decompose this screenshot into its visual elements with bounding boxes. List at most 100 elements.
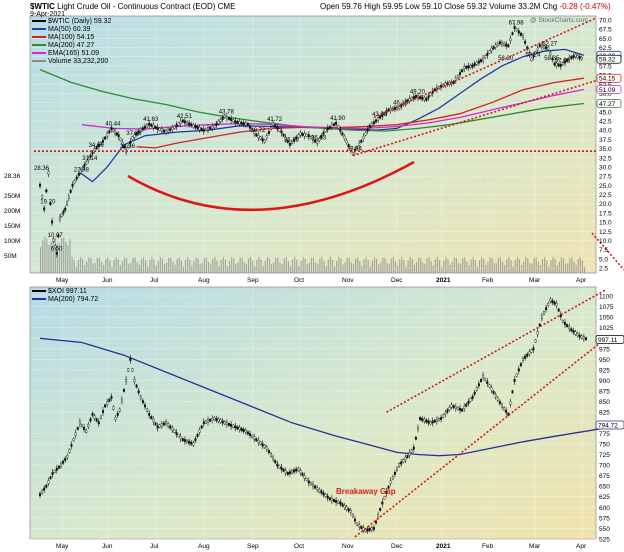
volume-bar [397,265,399,273]
xoi-candle [173,429,176,433]
top-legend: $WTIC (Daily) 59.32 MA(50) 60.39 MA(100)… [32,18,111,66]
bottom-x-tick: Sep [247,543,259,550]
volume-bar [105,258,107,273]
legend-label: MA(200) 47.27 [48,42,95,49]
wtic-candle [322,131,325,135]
volume-bar [298,266,300,273]
xoi-candle [330,498,333,502]
volume-bar [111,266,113,273]
volume-bar [577,258,579,273]
xoi-candle [70,443,73,447]
legend-swatch-ma200 [32,44,46,47]
wtic-candle [383,112,386,116]
wtic-candle [39,183,42,187]
volume-bar [535,257,537,273]
wtic-candle [167,129,170,133]
volume-bar [583,266,586,273]
xoi-candle [307,480,310,484]
price-label: 41.63 [143,117,159,123]
xoi-candle [475,387,478,391]
legend-swatch-candle [32,20,46,23]
wtic-candle [570,56,573,59]
top-y-tick: 32.5 [599,155,612,162]
xoi-candle [196,434,199,437]
wtic-candle [360,139,363,143]
volume-bar [71,257,73,273]
volume-bar [405,266,407,273]
volume-bar [365,257,367,273]
volume-bar [193,261,195,273]
xoi-candle [503,407,506,411]
wtic-candle [83,164,86,168]
volume-bar [281,264,283,273]
top-value-pill [596,54,622,64]
volume-bar [46,239,48,273]
xoi-candle [488,384,491,388]
volume-bar [220,259,222,273]
xoi-candle [39,493,42,497]
wtic-candle [175,124,178,128]
xoi-candle [53,469,56,473]
xoi-candle [484,378,487,381]
xoi-candle [167,423,170,427]
volume-bar [464,257,466,273]
volume-bar [287,260,289,273]
volume-bar [544,257,546,273]
bottom-value-pill-text: 997.11 [598,337,618,344]
legend-item-ma50: MA(50) 60.39 [32,26,111,34]
xoi-candle [444,412,447,415]
volume-bar [67,245,69,273]
open-value: 59.76 [341,2,362,11]
top-y-axis: 2.5 5.0 7.5 10.0 12.5 15.0 17.5 20.0 22.5 25.0 27.… [596,18,622,273]
price-label: 31.14 [82,156,98,162]
legend-item-ma200: MA(200) 47.27 [32,42,111,50]
wtic-candle [257,135,260,138]
wtic-candle [67,195,70,199]
wtic-candle [444,82,447,86]
volume-bar [420,257,422,273]
xoi-candle [108,398,111,402]
price-label: 27.98 [74,167,90,173]
volume-bar [149,259,151,273]
price-label: 28.36 [34,166,50,172]
wtic-candle [427,95,430,99]
xoi-candle [116,412,119,416]
volume-bar [554,259,556,273]
bottom-x-tick: Jun [102,543,113,550]
chart-date: 9-Apr-2021 [30,11,66,18]
wtic-candle [154,125,157,129]
top-y-tick: 2.5 [599,266,608,273]
xoi-candle [190,441,193,445]
xoi-candle [137,390,140,394]
volume-bar [121,261,124,273]
xoi-candle [522,357,525,361]
volume-bar [142,257,145,273]
legend-label: $XOI 997.11 [48,288,87,295]
legend-item-ema165: EMA(165) 51.09 [32,50,111,58]
xoi-candle [572,329,575,333]
wtic-candle [482,57,485,61]
bottom-indicator-lines [39,337,623,457]
xoi-candle [101,410,104,413]
volume-bar [310,257,313,273]
xoi-candle [66,455,69,458]
xoi-candle [402,459,405,463]
wtic-candle [57,234,60,238]
xoi-candle [152,419,155,423]
wtic-candle [278,128,281,132]
bottom-y-tick: 675 [599,473,610,480]
wtic-candle [330,124,333,128]
bottom-series-ma200 [39,337,623,457]
top-y-tick: 57.5 [599,63,612,70]
wtic-candle [347,144,350,147]
volume-bar [96,257,98,273]
xoi-candle [47,480,50,484]
volume-bar [187,257,189,273]
price-label: 36.13 [284,137,300,143]
wtic-candle [566,58,569,62]
volume-bar [250,257,252,273]
xoi-candle [459,407,462,411]
wtic-candle [362,136,365,139]
xoi-candle [112,406,115,410]
xoi-candle [87,424,90,427]
